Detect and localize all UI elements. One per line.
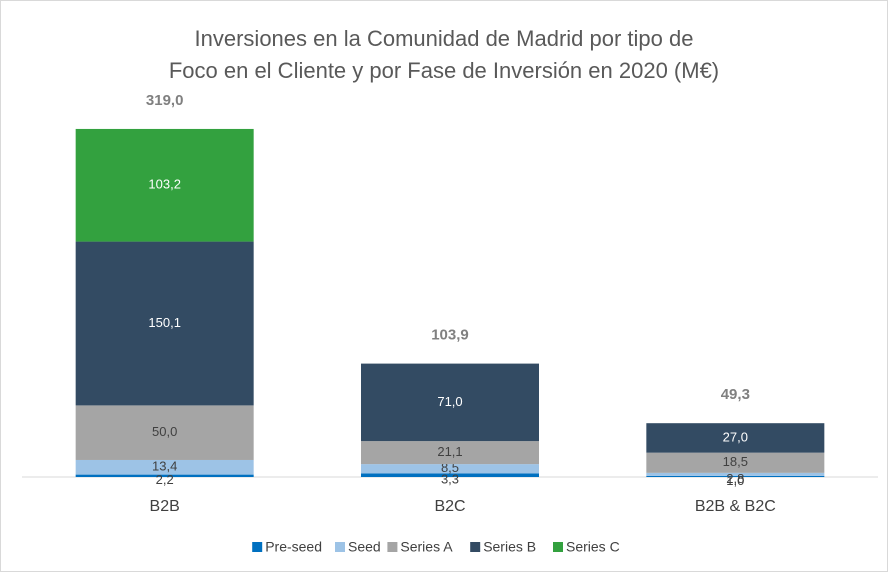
- bar-segment: [646, 423, 825, 453]
- legend-label: Series C: [566, 539, 620, 555]
- legend-swatch: [387, 542, 398, 552]
- x-tick-label: B2B & B2C: [695, 498, 776, 515]
- x-tick-label: B2C: [434, 498, 465, 515]
- legend-swatch: [335, 542, 345, 552]
- total-label: 103,9: [431, 327, 469, 344]
- bar-segment: [75, 405, 254, 460]
- legend-label: Seed: [348, 539, 381, 555]
- bar-segment: [361, 464, 539, 474]
- data-label: 18,5: [723, 454, 748, 469]
- total-label: 49,3: [721, 386, 750, 403]
- data-label: 150,1: [148, 315, 181, 330]
- bar-segment: [361, 363, 539, 442]
- legend-label: Series B: [483, 539, 536, 555]
- data-label: 2,8: [726, 471, 744, 486]
- legend-swatch: [470, 542, 481, 552]
- bar-segment: [361, 473, 539, 477]
- data-label: 50,0: [152, 424, 177, 439]
- chart-title: Foco en el Cliente y por Fase de Inversi…: [169, 58, 719, 83]
- total-label: 319,0: [146, 92, 184, 109]
- data-label: 1,0: [726, 473, 744, 488]
- bar-segment: [75, 128, 254, 242]
- legend-swatch: [252, 542, 263, 552]
- data-label: 21,1: [437, 444, 462, 459]
- data-label: 71,0: [437, 394, 462, 409]
- bar-segment: [646, 452, 825, 473]
- bar-segment: [646, 475, 825, 477]
- legend-label: Pre-seed: [265, 539, 322, 555]
- data-label: 27,0: [723, 429, 748, 444]
- data-label: 103,2: [148, 177, 181, 192]
- data-label: 2,2: [156, 472, 174, 487]
- legend-label: Series A: [400, 539, 453, 555]
- bar-segment: [75, 474, 254, 477]
- data-label: 3,3: [441, 472, 459, 487]
- x-tick-label: B2B: [150, 498, 180, 515]
- bar-segment: [361, 441, 539, 465]
- chart-title: Inversiones en la Comunidad de Madrid po…: [195, 26, 694, 51]
- bar-segment: [75, 459, 254, 475]
- bar-segment: [75, 241, 254, 406]
- legend-swatch: [553, 542, 563, 552]
- bar-segment: [646, 472, 825, 476]
- data-label: 13,4: [152, 459, 177, 474]
